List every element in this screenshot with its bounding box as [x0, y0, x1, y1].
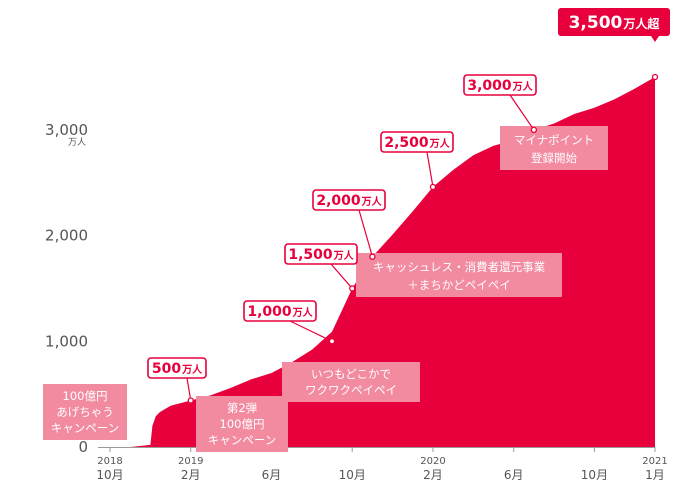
final-box [558, 8, 670, 36]
event-label-box [43, 384, 127, 440]
final-unit: 万人超 [622, 16, 660, 31]
y-tick-label: 2,000 [45, 227, 88, 245]
y-tick-label: 0 [78, 438, 88, 456]
milestone-callout: 500万人 [147, 357, 207, 404]
milestone-leader [289, 320, 333, 342]
event-label-text: ワクワクペイペイ [305, 383, 397, 397]
y-tick-label: 3,000 [45, 121, 88, 139]
final-point [651, 73, 659, 81]
milestone-unit: 万人 [361, 195, 383, 208]
milestone-text: 1,500万人 [288, 247, 354, 263]
x-tick-label: 1月 [645, 468, 665, 482]
milestone-value: 1,000 [247, 304, 292, 320]
milestone-point [349, 285, 356, 292]
event-label-text: 第2弾 [227, 401, 258, 415]
x-tick-label: 10月 [96, 468, 123, 482]
event-label-box [500, 126, 608, 170]
event-label-text: 100億円 [220, 417, 265, 431]
event-label-text: あげちゃう [56, 405, 114, 419]
milestone-point [530, 126, 538, 134]
event-label-text: キャンペーン [208, 433, 276, 447]
milestone-callout: 1,500万人 [284, 243, 358, 292]
event-labels: 100億円あげちゃうキャンペーン第2弾100億円キャンペーンいつもどこかでワクワ… [43, 126, 608, 452]
milestone-unit: 万人 [429, 137, 451, 150]
milestone-point [187, 397, 194, 404]
milestone-text: 1,000万人 [247, 304, 313, 320]
event-label-text: 100億円 [63, 389, 108, 403]
milestone-callout: 3,000万人 [463, 74, 538, 134]
milestone-point [369, 253, 376, 260]
event-label: キャッシュレス・消費者還元事業 ＋まちかどペイペイ [356, 253, 562, 297]
event-label-text: キャンペーン [51, 421, 119, 435]
milestone-value: 1,500 [288, 247, 333, 263]
y-unit-label: 万人 [68, 137, 86, 148]
x-tick-year: 2018 [97, 456, 122, 467]
milestone-text: 2,000万人 [316, 193, 382, 209]
milestone-box [284, 243, 358, 265]
milestone-labels: 500万人1,000万人1,500万人2,000万人2,500万人3,000万人… [147, 8, 670, 404]
milestone-text: 3,000万人 [467, 78, 533, 94]
final-callout: 3,500万人超 [558, 8, 670, 81]
x-tick-label: 10月 [339, 468, 366, 482]
y-axis: 0 1,000 2,000 3,000万人 [45, 121, 88, 456]
milestone-unit: 万人 [512, 80, 534, 93]
event-label-box [282, 362, 420, 402]
x-tick-year: 2021 [642, 456, 667, 467]
milestone-leader [330, 263, 353, 289]
event-label-text: キャッシュレス・消費者還元事業 [373, 260, 546, 274]
x-tick-year: 2019 [178, 456, 203, 467]
milestone-box [380, 131, 454, 153]
event-label-text: 登録開始 [531, 151, 577, 165]
y-tick-label: 1,000 [45, 332, 88, 350]
milestone-point [429, 183, 437, 191]
milestone-text: 2,500万人 [384, 135, 450, 151]
milestone-value: 2,500 [384, 135, 429, 151]
milestone-value: 2,000 [316, 193, 361, 209]
milestone-leader [509, 94, 535, 131]
milestone-callout: 2,500万人 [380, 131, 454, 191]
milestone-unit: 万人 [181, 363, 203, 376]
event-label-box [196, 396, 288, 452]
milestone-box [243, 300, 317, 322]
milestone-value: 500 [152, 361, 181, 377]
milestone-box [147, 357, 207, 379]
final-value: 3,500 [569, 13, 623, 33]
x-tick-label: 6月 [504, 468, 524, 482]
milestone-unit: 万人 [292, 306, 314, 319]
event-label-text: ＋まちかどペイペイ [407, 278, 511, 292]
milestone-leader [186, 377, 192, 401]
milestone-callout: 1,000万人 [243, 300, 336, 345]
milestone-callout: 2,000万人 [312, 189, 386, 260]
milestone-leader [426, 151, 434, 188]
milestone-box [463, 74, 537, 96]
final-text: 3,500万人超 [569, 13, 661, 33]
milestone-unit: 万人 [333, 249, 355, 262]
milestone-leader [358, 209, 373, 257]
x-tick-label: 2月 [181, 468, 201, 482]
x-tick-label: 2月 [423, 468, 443, 482]
x-tick-label: 6月 [262, 468, 282, 482]
milestone-text: 500万人 [152, 361, 203, 377]
final-pointer [651, 36, 659, 42]
event-label-text: マイナポイント [514, 133, 594, 147]
event-label-text: いつもどこかで [311, 367, 391, 381]
milestone-point [328, 338, 336, 345]
milestone-box [312, 189, 386, 211]
milestone-value: 3,000 [467, 78, 512, 94]
x-tick-year: 2020 [420, 456, 445, 467]
x-tick-label: 10月 [581, 468, 608, 482]
event-label-box [356, 253, 562, 297]
